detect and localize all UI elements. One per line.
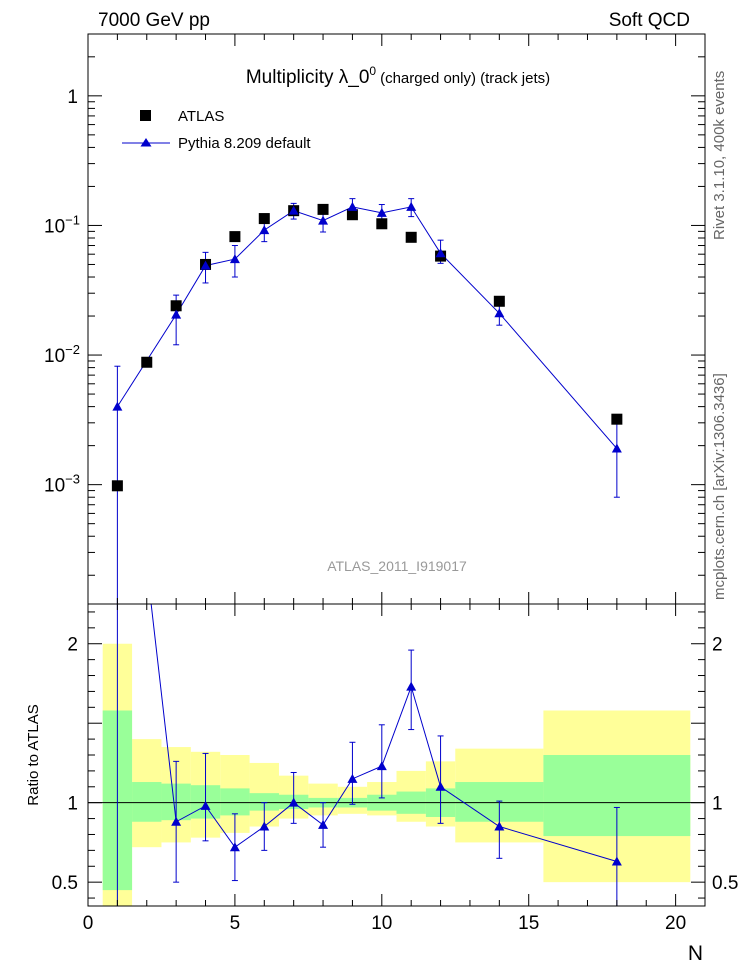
chart-title-rest: (charged only) (track jets) bbox=[380, 70, 550, 87]
pythia-point bbox=[112, 401, 123, 411]
ratio-pythia-point bbox=[259, 821, 270, 831]
chart-title: Multiplicity λ_00 (charged only) (track j… bbox=[246, 64, 550, 88]
pythia-point bbox=[288, 205, 299, 215]
atlas-point bbox=[317, 203, 329, 215]
atlas-point bbox=[493, 295, 505, 307]
pythia-point bbox=[318, 215, 329, 225]
pythia-point bbox=[259, 225, 270, 235]
main-panel-data bbox=[111, 198, 623, 604]
x-tick-label: 0 bbox=[83, 913, 94, 934]
atlas-point bbox=[405, 231, 417, 243]
ratio-pythia-point bbox=[435, 781, 446, 791]
pythia-line bbox=[116, 206, 618, 449]
ratio-y-tick-label-right: 2 bbox=[712, 635, 723, 656]
legend: ATLAS Pythia 8.209 default bbox=[122, 108, 311, 152]
ratio-y-tick-label-right: 0.5 bbox=[712, 873, 738, 894]
chart-title-main: Multiplicity λ_0 bbox=[246, 67, 370, 88]
pythia-point bbox=[406, 201, 417, 211]
ratio-pythia-point bbox=[288, 797, 299, 807]
ratio-y-tick-label-right: 1 bbox=[712, 794, 723, 815]
chart-title-superscript: 0 bbox=[369, 64, 376, 78]
ratio-pythia-point bbox=[229, 842, 240, 852]
ratio-pythia-point bbox=[406, 681, 417, 691]
ratio-y-tick-label-left: 2 bbox=[67, 635, 78, 656]
ratio-pythia-point bbox=[112, 305, 122, 314]
legend-label-pythia: Pythia 8.209 default bbox=[178, 135, 311, 152]
pythia-point bbox=[171, 309, 182, 319]
pythia-point bbox=[376, 207, 387, 217]
x-tick-label: 15 bbox=[518, 913, 539, 934]
ratio-panel-bands bbox=[88, 643, 705, 906]
atlas-point bbox=[229, 231, 241, 243]
ratio-y-tick-label-left: 1 bbox=[67, 794, 78, 815]
process-label: Soft QCD bbox=[609, 10, 690, 31]
ratio-pythia-point bbox=[376, 761, 387, 771]
pythia-point bbox=[347, 201, 358, 211]
ratio-stat-band bbox=[220, 788, 250, 816]
ratio-pythia-point bbox=[347, 773, 358, 783]
axes-group: 0 5 10 15 20 10−3 10−2 10−1 1 0.5 0.5 1 1 2 2 bbox=[44, 33, 738, 934]
ratio-y-tick-label-left: 0.5 bbox=[52, 873, 78, 894]
ratio-stat-band bbox=[132, 782, 162, 822]
atlas-point bbox=[376, 218, 388, 230]
pythia-point bbox=[229, 254, 240, 264]
legend-marker-pythia bbox=[140, 138, 152, 147]
x-tick-label: 10 bbox=[371, 913, 392, 934]
ratio-stat-band bbox=[249, 793, 279, 811]
ratio-panel-frame bbox=[87, 603, 706, 907]
pythia-point bbox=[494, 308, 505, 318]
ratio-panel-data bbox=[112, 305, 622, 906]
ratio-pythia-point bbox=[611, 856, 622, 866]
x-axis-label: N bbox=[688, 942, 703, 965]
ratio-pythia-point bbox=[171, 816, 182, 826]
analysis-id-label: ATLAS_2011_I919017 bbox=[327, 558, 467, 574]
x-tick-label: 20 bbox=[665, 913, 686, 934]
atlas-point bbox=[170, 300, 182, 312]
pythia-point bbox=[435, 248, 446, 258]
atlas-point bbox=[346, 209, 358, 221]
ratio-ylabel: Ratio to ATLAS bbox=[25, 704, 42, 805]
ratio-pythia-point bbox=[200, 800, 211, 810]
atlas-point bbox=[258, 213, 270, 225]
atlas-point bbox=[141, 356, 153, 368]
pythia-point bbox=[200, 260, 211, 270]
y-tick-label: 10−3 bbox=[44, 472, 80, 497]
y-tick-label: 10−1 bbox=[44, 212, 80, 237]
legend-marker-atlas bbox=[140, 110, 151, 121]
atlas-point bbox=[111, 480, 123, 492]
ratio-pythia-point bbox=[318, 819, 329, 829]
side-label-bottom: mcplots.cern.ch [arXiv:1306.3436] bbox=[711, 373, 728, 600]
pythia-point bbox=[611, 443, 622, 453]
x-tick-label: 5 bbox=[230, 913, 241, 934]
side-label-top: Rivet 3.1.10, 400k events bbox=[711, 71, 728, 240]
atlas-point bbox=[611, 413, 623, 425]
y-tick-label: 10−2 bbox=[44, 342, 80, 367]
legend-label-atlas: ATLAS bbox=[178, 108, 224, 125]
y-tick-label: 1 bbox=[67, 87, 78, 108]
ratio-pythia-point bbox=[494, 821, 505, 831]
energy-label: 7000 GeV pp bbox=[98, 10, 210, 31]
